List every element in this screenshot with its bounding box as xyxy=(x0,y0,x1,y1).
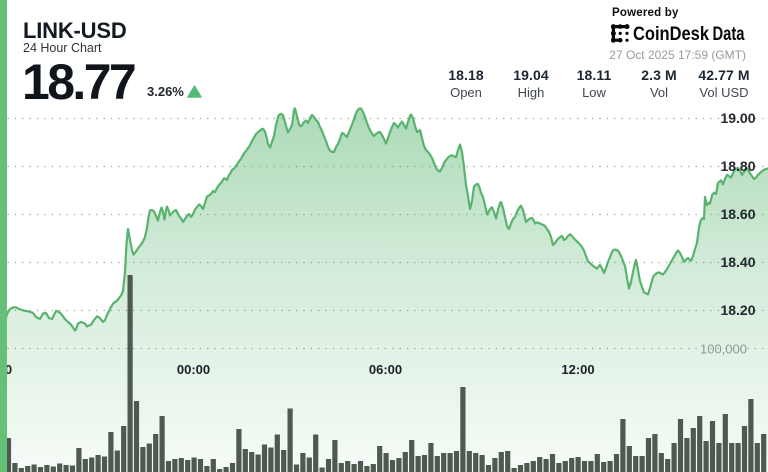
svg-text:18.40: 18.40 xyxy=(720,254,755,270)
svg-text:CoinDesk: CoinDesk xyxy=(633,24,709,44)
svg-text:0: 0 xyxy=(5,362,12,377)
svg-text:Data: Data xyxy=(713,24,745,44)
svg-text:19.00: 19.00 xyxy=(720,110,755,126)
svg-text:18.20: 18.20 xyxy=(720,302,755,318)
svg-text:00:00: 00:00 xyxy=(177,362,210,377)
svg-text:06:00: 06:00 xyxy=(369,362,402,377)
svg-text:12:00: 12:00 xyxy=(561,362,594,377)
svg-text:18.80: 18.80 xyxy=(720,158,755,174)
svg-text:100,000: 100,000 xyxy=(700,342,747,357)
svg-text:18.60: 18.60 xyxy=(720,206,755,222)
